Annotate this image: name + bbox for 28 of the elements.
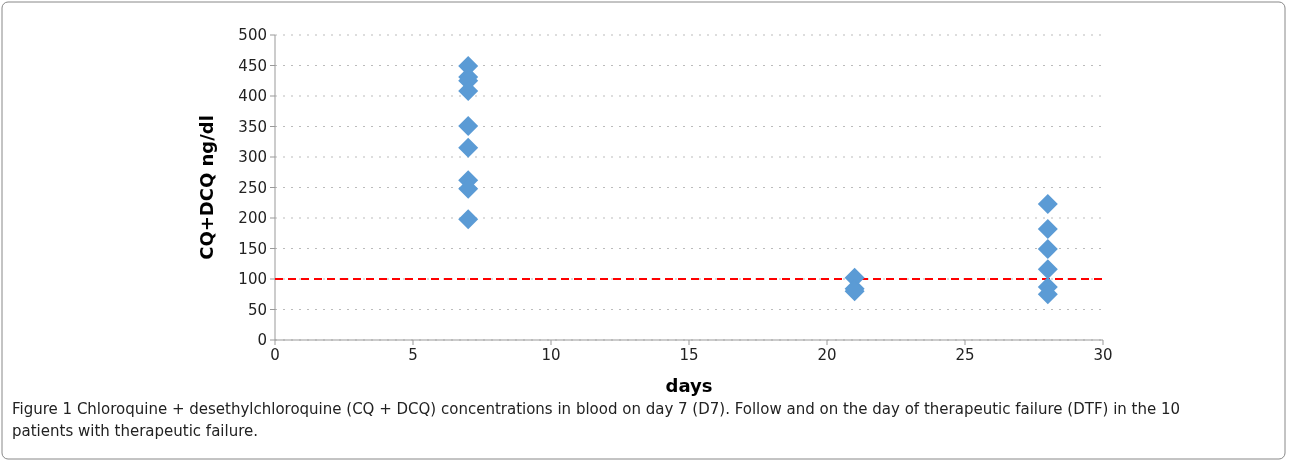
y-tick-label: 500 [238,26,267,45]
point [458,137,479,158]
y-tick-label: 150 [238,239,267,258]
x-tick-label: 20 [817,346,837,364]
y-tick-label: 300 [238,148,267,167]
x-axis-title: days [665,375,713,396]
point [1037,239,1058,260]
point [458,209,479,230]
y-axis-title: CQ+DCQ ng/dl [196,115,217,260]
y-tick-label: 450 [238,56,267,75]
point [1037,193,1058,214]
x-tick-label: 0 [270,346,280,364]
point [1037,218,1058,239]
x-tick-label: 15 [679,346,699,364]
point [1037,259,1058,280]
y-tick-label: 50 [247,300,267,319]
x-tick-label: 25 [955,346,975,364]
y-tick-label: 200 [238,209,267,228]
y-tick-label: 0 [257,331,267,350]
y-tick-label: 250 [238,178,267,197]
x-tick-label: 30 [1093,346,1113,364]
x-tick-label: 10 [541,346,561,364]
y-tick-label: 350 [238,117,267,136]
y-tick-label: 100 [238,270,267,289]
y-tick-label: 400 [238,87,267,106]
point [458,115,479,136]
x-tick-label: 5 [408,346,418,364]
caption: Figure 1 Chloroquine + desethylchloroquine (CQ + DCQ) concentrations in blood on day 7 (D7). Follow and on the day of therapeutic failure (DTF) in the 10 patients with therapeutic failure. [12,400,1181,440]
